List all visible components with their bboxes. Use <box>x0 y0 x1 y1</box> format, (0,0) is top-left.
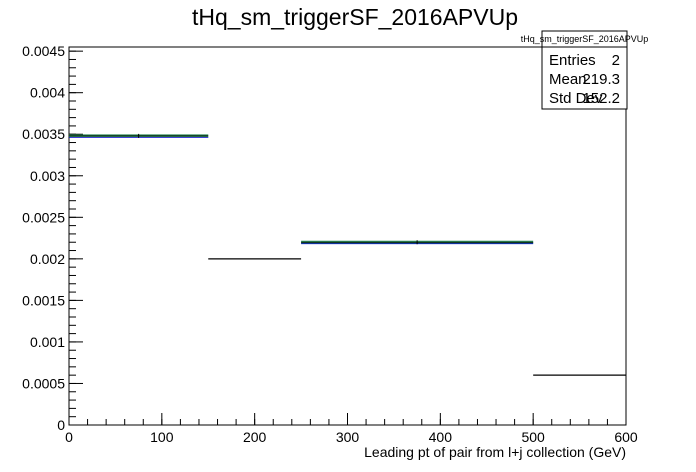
x-tick-label: 100 <box>150 429 174 445</box>
stats-entries-value: 2 <box>612 52 620 69</box>
stats-stddev-label: Std Dev <box>549 90 603 107</box>
x-tick-label: 200 <box>243 429 267 445</box>
x-tick-label: 500 <box>521 429 545 445</box>
y-tick-label: 0.002 <box>30 251 65 267</box>
x-tick-label: 600 <box>614 429 638 445</box>
y-tick-label: 0.0005 <box>22 375 65 391</box>
stats-title: tHq_sm_triggerSF_2016APVUp <box>521 34 649 44</box>
x-axis: 0 100 200 300 400 500 600 <box>65 413 638 445</box>
stats-entries-label: Entries <box>549 52 596 69</box>
y-tick-label: 0 <box>57 417 65 433</box>
y-tick-label: 0.004 <box>30 85 65 101</box>
stats-mean-value: 219.3 <box>582 71 620 88</box>
y-tick-label: 0.0035 <box>22 126 65 142</box>
x-tick-label: 0 <box>65 429 73 445</box>
stats-stddev-value: 152.2 <box>582 90 620 107</box>
x-tick-label: 400 <box>429 429 453 445</box>
y-tick-label: 0.001 <box>30 334 65 350</box>
x-tick-label: 300 <box>336 429 360 445</box>
y-tick-label: 0.0015 <box>22 292 65 308</box>
x-axis-label: Leading pt of pair from l+j collection (… <box>364 444 626 460</box>
y-tick-label: 0.003 <box>30 168 65 184</box>
y-axis: 0 0.0005 0.001 0.0015 0.002 0.0025 0.003 0.0035… <box>22 43 83 433</box>
stats-mean-label: Mean <box>549 71 587 88</box>
y-tick-label: 0.0025 <box>22 209 65 225</box>
stats-box: tHq_sm_triggerSF_2016APVUp Entries 2 Mea… <box>521 30 649 110</box>
y-tick-label: 0.0045 <box>22 43 65 59</box>
chart-title: tHq_sm_triggerSF_2016APVUp <box>192 4 518 30</box>
histogram-bins <box>69 133 626 376</box>
